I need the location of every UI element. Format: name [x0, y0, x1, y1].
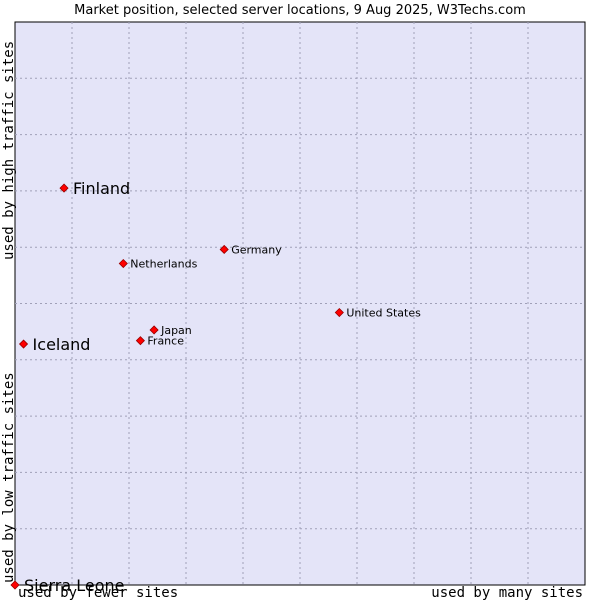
point-label-iceland: Iceland	[33, 335, 91, 354]
point-japan	[149, 325, 159, 335]
y-axis-label-bottom: used by low traffic sites	[1, 372, 17, 583]
point-label-finland: Finland	[73, 179, 130, 198]
point-label-sierra-leone: Sierra Leone	[24, 576, 124, 595]
point-label-united-states: United States	[346, 307, 421, 320]
grid	[15, 22, 585, 585]
point-united-states	[334, 307, 344, 318]
point-netherlands	[118, 258, 128, 269]
point-label-japan: Japan	[160, 324, 192, 337]
chart-title: Market position, selected server locatio…	[74, 3, 526, 18]
point-france	[135, 336, 145, 346]
point-label-germany: Germany	[231, 243, 282, 256]
point-sierra-leone	[10, 580, 20, 590]
point-label-netherlands: Netherlands	[130, 258, 197, 271]
point-finland	[59, 183, 69, 193]
data-points: Finland Germany Netherlands United States Ja…	[10, 179, 421, 595]
point-iceland	[18, 339, 29, 349]
x-axis-label-right: used by many sites	[431, 585, 583, 600]
point-label-france: France	[147, 335, 184, 348]
point-germany	[219, 244, 229, 255]
x-axis-label-left: used by fewer sites	[18, 585, 178, 600]
y-axis-label-top: used by high traffic sites	[1, 41, 17, 260]
